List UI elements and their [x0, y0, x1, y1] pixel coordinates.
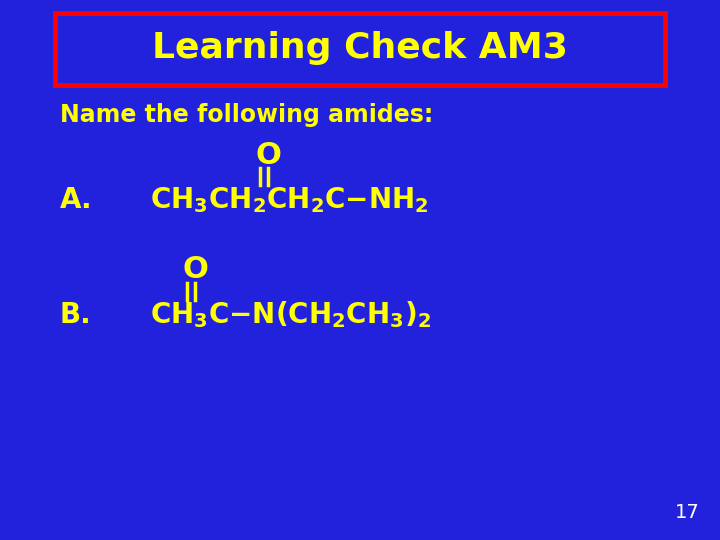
Text: 17: 17 [675, 503, 700, 522]
Text: A.: A. [60, 186, 93, 214]
Text: $\mathbf{CH_3C{-}N(CH_2CH_3)_2}$: $\mathbf{CH_3C{-}N(CH_2CH_3)_2}$ [150, 300, 431, 330]
Text: O: O [182, 255, 208, 285]
Text: $\mathbf{CH_3CH_2CH_2C{-}NH_2}$: $\mathbf{CH_3CH_2CH_2C{-}NH_2}$ [150, 185, 429, 215]
Text: B.: B. [60, 301, 91, 329]
Text: Name the following amides:: Name the following amides: [60, 103, 433, 127]
FancyBboxPatch shape [55, 13, 665, 85]
Text: Learning Check AM3: Learning Check AM3 [152, 31, 568, 65]
Text: O: O [255, 140, 281, 170]
